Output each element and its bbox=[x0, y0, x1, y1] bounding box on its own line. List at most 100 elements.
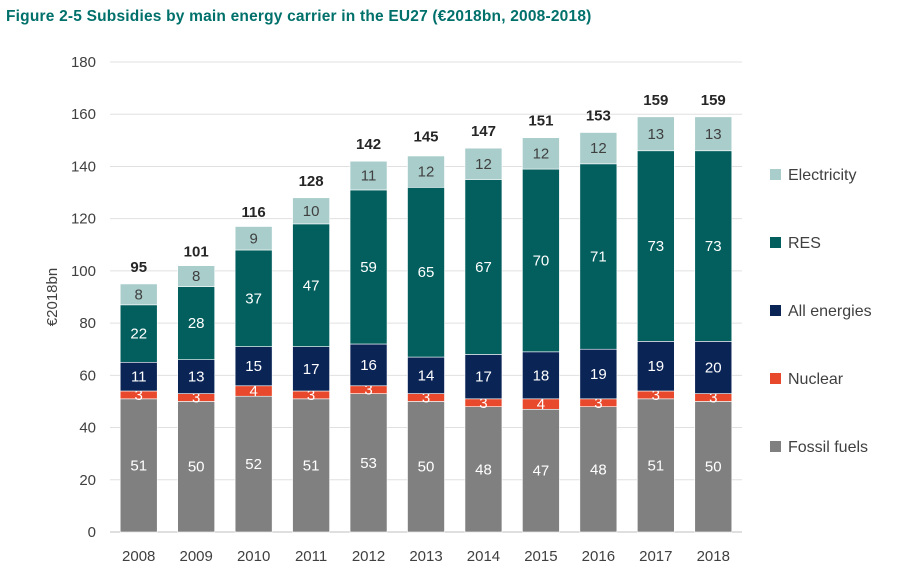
data-label: 50 bbox=[418, 459, 435, 476]
bar-segment bbox=[522, 351, 560, 400]
total-label: 145 bbox=[413, 128, 438, 145]
total-label: 101 bbox=[184, 243, 209, 260]
y-tick-label: 120 bbox=[71, 211, 96, 228]
total-label: 95 bbox=[130, 259, 147, 276]
y-tick-label: 40 bbox=[79, 420, 96, 437]
legend-label: Fossil fuels bbox=[788, 439, 868, 456]
data-label: 3 bbox=[479, 395, 487, 412]
bar-segment bbox=[234, 346, 273, 387]
x-tick-label: 2013 bbox=[409, 548, 442, 565]
data-label: 59 bbox=[360, 259, 377, 276]
y-tick-label: 0 bbox=[88, 524, 96, 541]
bar-segment bbox=[292, 346, 330, 392]
data-label: 16 bbox=[360, 357, 377, 374]
data-label: 15 bbox=[245, 358, 262, 375]
y-tick-label: 100 bbox=[71, 263, 96, 280]
bar-segment bbox=[292, 398, 330, 533]
total-label: 151 bbox=[528, 113, 553, 130]
bar-segment bbox=[637, 150, 675, 342]
x-tick-label: 2011 bbox=[295, 548, 327, 565]
bar-segment bbox=[579, 348, 618, 400]
data-label: 70 bbox=[533, 252, 550, 269]
bar-segment bbox=[522, 137, 560, 170]
bar-segment bbox=[119, 398, 158, 533]
data-label: 3 bbox=[422, 390, 430, 407]
data-label: 22 bbox=[130, 326, 147, 343]
bar-segment bbox=[579, 132, 618, 165]
data-label: 48 bbox=[590, 461, 607, 478]
data-label: 53 bbox=[360, 455, 377, 472]
data-label: 3 bbox=[192, 390, 200, 407]
y-tick-label: 60 bbox=[79, 367, 96, 384]
legend-swatch bbox=[770, 169, 781, 180]
data-label: 3 bbox=[709, 390, 717, 407]
y-tick-label: 180 bbox=[71, 54, 96, 71]
data-label: 73 bbox=[705, 238, 722, 255]
data-label: 12 bbox=[475, 156, 492, 173]
total-label: 147 bbox=[471, 123, 496, 140]
y-axis-label: €2018bn bbox=[44, 268, 61, 326]
y-tick-label: 20 bbox=[79, 472, 96, 489]
x-tick-label: 2016 bbox=[582, 548, 615, 565]
y-tick-label: 80 bbox=[79, 315, 96, 332]
bar-segment bbox=[177, 265, 215, 287]
data-label: 12 bbox=[590, 140, 607, 157]
bar-segment bbox=[292, 223, 330, 347]
bar-segment bbox=[349, 393, 388, 533]
data-label: 19 bbox=[590, 366, 607, 383]
legend-label: Electricity bbox=[788, 167, 856, 184]
legend-swatch bbox=[770, 305, 781, 316]
bar-segment bbox=[579, 163, 618, 350]
data-label: 3 bbox=[135, 387, 143, 404]
bar-segment bbox=[234, 395, 273, 533]
data-label: 28 bbox=[188, 315, 205, 332]
data-label: 3 bbox=[307, 387, 315, 404]
y-axis-ticks: 0 20 40 60 80 100 120 140 160 180 bbox=[71, 54, 96, 541]
data-label: 11 bbox=[361, 168, 377, 185]
total-label: 159 bbox=[643, 92, 668, 109]
data-label: 3 bbox=[652, 387, 660, 404]
bar-segment bbox=[637, 341, 675, 392]
x-tick-label: 2012 bbox=[352, 548, 385, 565]
legend-swatch bbox=[770, 237, 781, 248]
legend-label: All energies bbox=[788, 303, 872, 320]
x-axis-ticks: 2008 2009 2010 2011 2012 2013 2014 2015 2016 2017… bbox=[122, 548, 730, 565]
data-label: 14 bbox=[418, 367, 435, 384]
data-label: 18 bbox=[533, 367, 550, 384]
bar-segment bbox=[349, 189, 388, 345]
y-tick-label: 160 bbox=[71, 106, 96, 123]
data-label: 51 bbox=[130, 457, 147, 474]
data-label: 13 bbox=[647, 126, 664, 143]
bar-segment bbox=[119, 283, 158, 306]
data-label: 20 bbox=[705, 360, 722, 377]
data-label: 51 bbox=[303, 457, 320, 474]
legend-swatch bbox=[770, 373, 781, 384]
data-label: 51 bbox=[647, 457, 664, 474]
chart-title: Figure 2-5 Subsidies by main energy carr… bbox=[6, 8, 592, 25]
total-label: 159 bbox=[701, 92, 726, 109]
data-label: 50 bbox=[705, 459, 722, 476]
data-label: 73 bbox=[647, 238, 664, 255]
data-label: 12 bbox=[418, 164, 435, 181]
data-label: 17 bbox=[303, 361, 320, 378]
bar-segment bbox=[522, 168, 560, 353]
data-label: 19 bbox=[647, 358, 664, 375]
data-label: 13 bbox=[705, 126, 722, 143]
data-label: 12 bbox=[533, 145, 550, 162]
data-label: 47 bbox=[533, 463, 550, 480]
bar-segment bbox=[234, 249, 273, 347]
legend: Electricity RES All energies Nuclear Fossil … bbox=[770, 167, 872, 456]
total-label: 142 bbox=[356, 136, 381, 153]
legend-label: Nuclear bbox=[788, 371, 844, 388]
bar-segment bbox=[637, 116, 675, 152]
data-label: 47 bbox=[303, 277, 320, 294]
bar-segment bbox=[177, 359, 215, 394]
data-label: 48 bbox=[475, 461, 492, 478]
bar-segment bbox=[349, 160, 388, 191]
legend-label: RES bbox=[788, 235, 821, 252]
data-label: 67 bbox=[475, 259, 492, 276]
bar-segment bbox=[292, 197, 330, 225]
x-tick-label: 2014 bbox=[467, 548, 500, 565]
bar-segment bbox=[522, 408, 560, 533]
data-label: 52 bbox=[245, 456, 262, 473]
